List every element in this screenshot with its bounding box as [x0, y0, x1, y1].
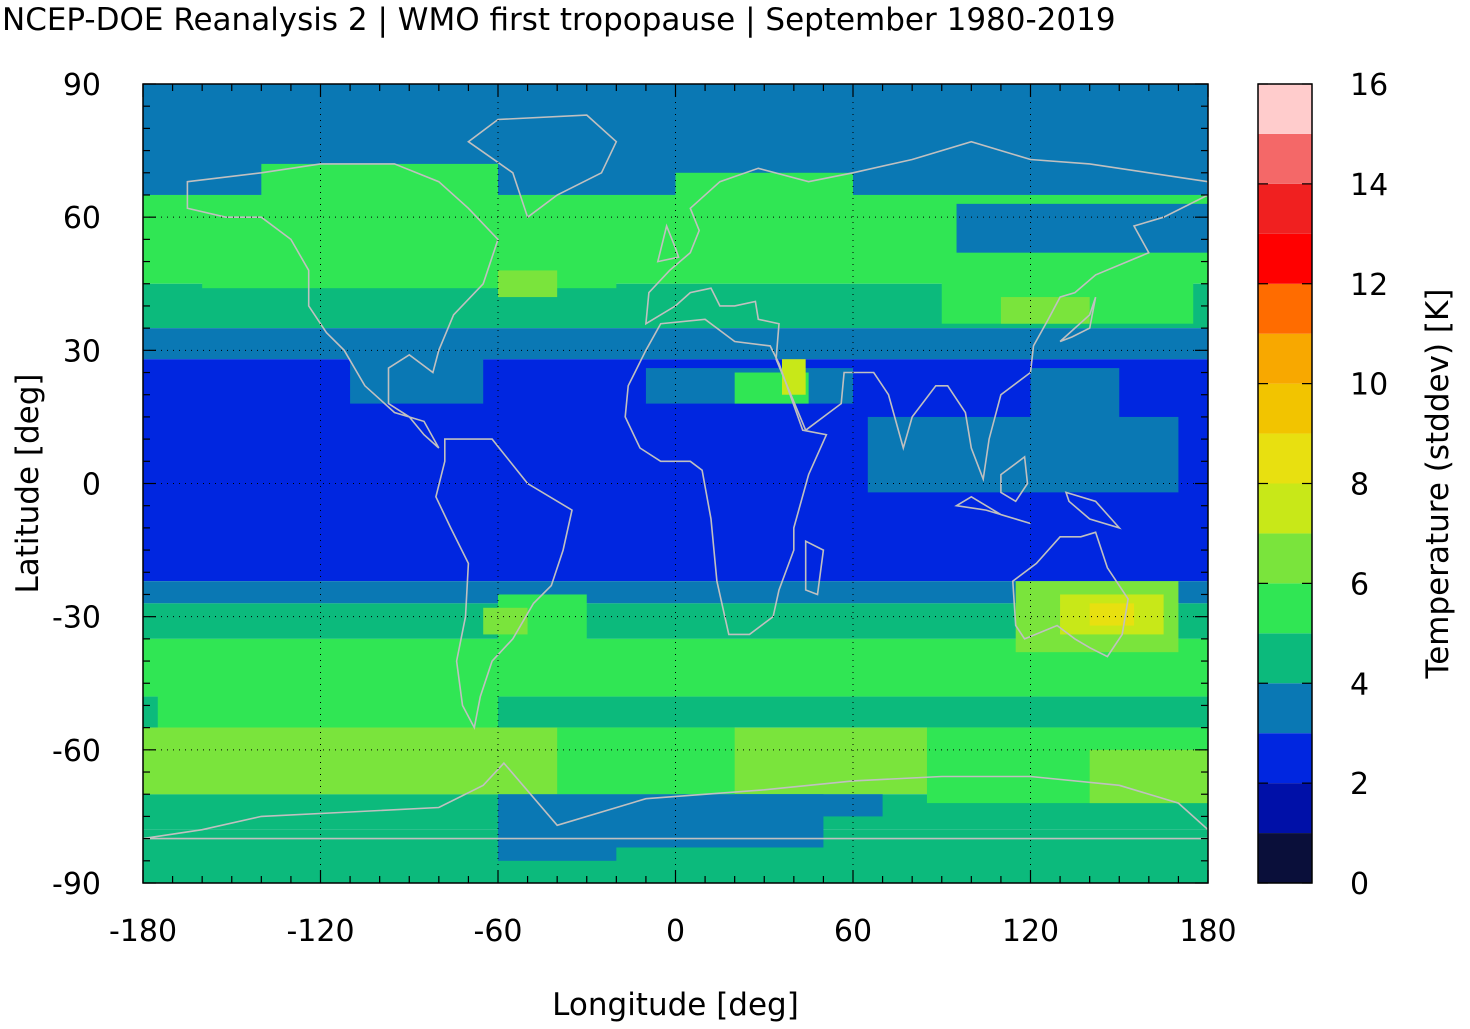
axis-ticks: [142, 83, 1209, 884]
heatmap-region-1: [498, 270, 558, 298]
coastline-4: [1011, 531, 1129, 658]
colorbar-tick-label: 0: [1350, 867, 1369, 902]
heatmap-region-21: [290, 740, 528, 781]
coastline-1: [435, 438, 573, 730]
y-tick-label: 30: [63, 334, 101, 369]
colorbar-swatch-8: [1258, 433, 1312, 484]
coastline-12: [656, 223, 680, 263]
x-tick-label: -180: [109, 914, 177, 949]
colorbar-swatch-1: [1258, 783, 1312, 834]
x-tick-label: 0: [666, 914, 685, 949]
colorbar-swatch-15: [1258, 84, 1312, 134]
coastline-0: [186, 163, 499, 449]
colorbar-swatch-14: [1258, 133, 1312, 184]
heatmap-region-5: [956, 203, 1208, 253]
coastline-overlay: [143, 114, 1208, 840]
coastline-8: [1000, 455, 1029, 503]
colorbar-swatch-3: [1258, 683, 1312, 734]
colorbar-tick-label: 8: [1350, 468, 1369, 503]
colorbar-tick-label: 14: [1350, 168, 1388, 203]
colorbar-tick-label: 4: [1350, 667, 1369, 702]
coastline-10: [1059, 296, 1097, 343]
colorbar-tick-label: 12: [1350, 268, 1388, 303]
x-tick-label: 60: [834, 914, 872, 949]
heatmap-region-24: [1089, 749, 1208, 804]
x-axis-label: Longitude [deg]: [552, 987, 799, 1023]
y-tick-label: -30: [52, 601, 101, 636]
colorbar-tick-label: 2: [1350, 767, 1369, 802]
coastline-3: [644, 140, 1208, 483]
colorbar-tick-label: 6: [1350, 567, 1369, 602]
x-tick-label: 120: [1002, 914, 1059, 949]
colorbar-swatch-2: [1258, 733, 1312, 784]
heatmap-region-26: [498, 829, 617, 861]
heatmap-region-22: [557, 727, 735, 795]
chart-title: NCEP-DOE Reanalysis 2 | WMO first tropop…: [2, 2, 1116, 38]
colorbar-swatch-12: [1258, 233, 1312, 284]
colorbar-tick-label: 16: [1350, 68, 1388, 103]
y-tick-label: 60: [63, 201, 101, 236]
y-tick-label: -60: [52, 734, 101, 769]
colorbar: 16 14 12 10 8 6 4 2 0 Temperature (stddev) [K]: [1257, 68, 1456, 902]
coastline-5: [143, 761, 1208, 840]
colorbar-swatch-9: [1258, 383, 1312, 434]
colorbar-swatch-5: [1258, 583, 1312, 634]
colorbar-swatch-0: [1258, 833, 1312, 883]
heatmap-region-12: [1030, 368, 1120, 422]
colorbar-tick-label: 10: [1350, 368, 1388, 403]
x-tick-label: 180: [1179, 914, 1236, 949]
colorbar-swatch-4: [1258, 633, 1312, 684]
heatmap-region-13: [350, 350, 484, 404]
heatmap-region-19: [1089, 603, 1135, 626]
heatmap-region-6: [261, 163, 498, 200]
x-tick-label: -60: [474, 914, 523, 949]
y-tick-label: 0: [82, 468, 101, 503]
colorbar-swatch-7: [1258, 483, 1312, 534]
heatmap-region-16: [483, 607, 528, 635]
colorbar-swatch-10: [1258, 333, 1312, 384]
y-tick-label: 90: [63, 68, 101, 103]
heatmap-field: [143, 84, 1208, 883]
heatmap-band-5: [143, 581, 1208, 604]
heatmap-region-10: [782, 359, 806, 395]
coastline-9: [1064, 491, 1122, 530]
coastline-11: [804, 539, 825, 596]
heatmap-region-4: [1000, 297, 1090, 324]
colorbar-swatch-11: [1258, 283, 1312, 334]
heatmap-region-27: [734, 794, 883, 817]
y-tick-label: -90: [52, 867, 101, 902]
colorbar-swatch-13: [1258, 183, 1312, 234]
coastline-2: [624, 318, 828, 636]
heatmap-region-14: [157, 669, 498, 728]
colorbar-label: Temperature (stddev) [K]: [1420, 289, 1456, 680]
colorbar-swatch-6: [1258, 533, 1312, 584]
heatmap-region-11: [867, 416, 1179, 493]
x-tick-label: -120: [286, 914, 354, 949]
coastline-7: [954, 495, 1031, 525]
y-axis-label: Latitude [deg]: [10, 373, 46, 593]
